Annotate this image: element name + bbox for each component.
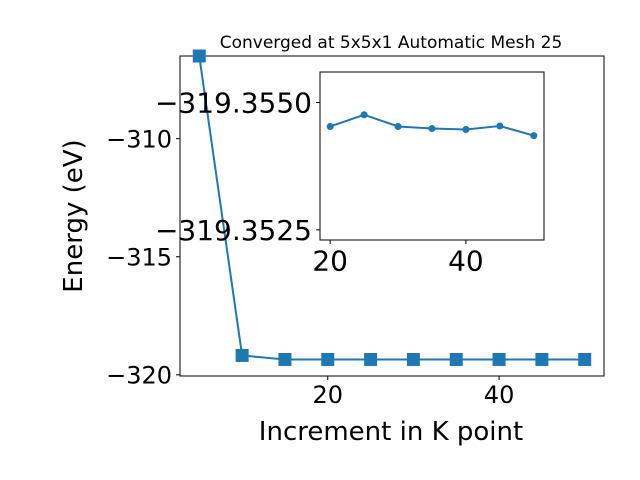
main-data-point <box>578 352 592 366</box>
main-y-tick-label: −320 <box>106 361 172 389</box>
main-data-point <box>492 352 506 366</box>
inset-y-tick-label: −319.3550 <box>155 87 312 120</box>
main-data-point <box>321 352 335 366</box>
y-axis-label: Energy (eV) <box>59 139 89 292</box>
inset-plot-frame <box>319 71 545 241</box>
main-data-point <box>192 49 206 63</box>
chart-title: Converged at 5x5x1 Automatic Mesh 25 <box>220 33 563 53</box>
main-data-point <box>535 352 549 366</box>
main-y-tick-label: −315 <box>106 243 172 271</box>
inset-y-tick-label: −319.3525 <box>155 214 312 247</box>
main-data-point <box>235 348 249 362</box>
inset-x-tick-label: 20 <box>312 245 348 278</box>
inset-data-point <box>530 132 538 140</box>
inset-data-point <box>360 111 368 119</box>
inset-data-point <box>326 122 334 130</box>
main-data-point <box>364 352 378 366</box>
main-data-point <box>406 352 420 366</box>
inset-data-point <box>496 122 504 130</box>
x-axis-label: Increment in K point <box>259 417 523 447</box>
main-y-tick-label: −310 <box>106 125 172 153</box>
inset-x-tick-label: 40 <box>448 245 484 278</box>
main-x-tick-label: 40 <box>484 381 515 409</box>
main-data-point <box>278 352 292 366</box>
main-data-point <box>449 352 463 366</box>
main-x-tick-label: 20 <box>312 381 343 409</box>
inset-data-point <box>462 126 470 134</box>
main-series-line <box>198 55 585 361</box>
inset-plot-area: 20 40 −319.3550 −319.3525 <box>155 71 545 278</box>
inset-data-point <box>428 125 436 133</box>
inset-data-point <box>394 122 402 130</box>
